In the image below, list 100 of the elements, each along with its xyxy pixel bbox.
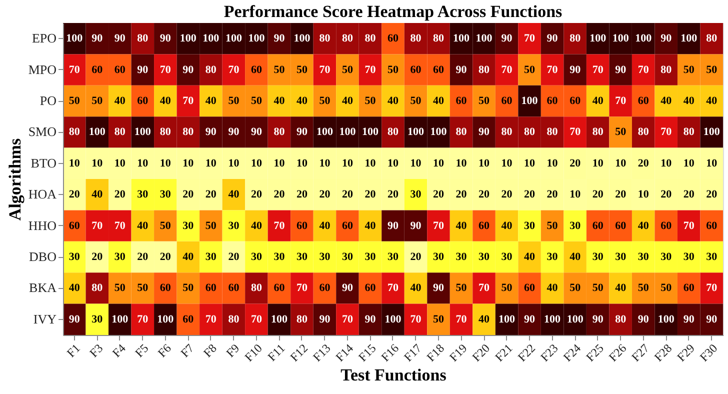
data-label: 50 (250, 95, 262, 107)
data-label: 40 (546, 282, 558, 294)
data-label: 80 (364, 32, 376, 45)
data-label: 100 (635, 32, 652, 45)
data-label: 10 (250, 157, 262, 170)
data-label: 30 (478, 251, 490, 263)
data-label: 90 (456, 64, 468, 76)
data-label: 80 (250, 282, 262, 294)
data-label: 50 (615, 126, 627, 138)
data-label: 50 (296, 64, 308, 76)
data-label: 20 (364, 188, 376, 201)
data-label: 10 (319, 157, 331, 170)
data-label: 90 (364, 313, 376, 326)
data-label: 80 (296, 313, 308, 326)
data-label: 30 (615, 251, 627, 263)
data-label: 80 (92, 282, 104, 294)
x-tick-label: F14 (332, 341, 356, 364)
data-label: 10 (706, 157, 718, 170)
data-label: 70 (319, 64, 331, 76)
data-label: 30 (250, 251, 262, 263)
data-label: 40 (456, 220, 468, 232)
data-label: 10 (228, 157, 240, 170)
x-tick-label: F24 (560, 341, 584, 364)
data-label: 100 (362, 126, 379, 138)
data-label: 60 (706, 220, 718, 232)
x-tick-label: F26 (606, 341, 630, 364)
data-label: 70 (364, 64, 376, 76)
data-label: 30 (205, 251, 217, 263)
data-label: 50 (592, 282, 604, 294)
data-label: 20 (706, 188, 718, 201)
data-label: 90 (501, 32, 513, 45)
data-label: 60 (342, 220, 354, 232)
data-label: 100 (453, 32, 470, 45)
x-tick-label: F27 (628, 341, 652, 364)
x-tick-label: F12 (287, 341, 310, 364)
data-label: 80 (456, 126, 468, 138)
data-label: 30 (524, 220, 536, 232)
x-axis-title: Test Functions (340, 365, 447, 384)
x-tick-label: F30 (696, 341, 720, 364)
data-label: 40 (364, 220, 376, 232)
x-tick-label: F11 (264, 341, 288, 364)
data-label: 80 (501, 126, 513, 138)
data-label: 60 (410, 64, 422, 76)
data-label: 70 (137, 313, 149, 326)
data-label: 60 (68, 220, 80, 232)
data-label: 40 (160, 95, 172, 107)
data-label: 80 (160, 126, 172, 138)
data-label: 70 (250, 313, 262, 326)
data-label: 100 (430, 126, 448, 138)
data-label: 20 (114, 188, 126, 201)
data-label: 40 (92, 188, 104, 201)
data-label: 60 (570, 95, 582, 107)
data-label: 70 (660, 126, 672, 138)
data-label: 10 (570, 188, 582, 201)
data-label: 60 (660, 220, 672, 232)
data-label: 50 (638, 282, 650, 294)
data-label: 70 (638, 64, 650, 76)
data-label: 100 (316, 126, 334, 138)
data-label: 70 (524, 32, 536, 45)
y-tick-label: BTO (30, 155, 56, 170)
data-label: 70 (456, 313, 468, 326)
data-label: 80 (410, 32, 422, 45)
data-label: 40 (592, 95, 604, 107)
data-label: 100 (590, 32, 607, 45)
data-label: 40 (319, 220, 331, 232)
data-label: 20 (546, 188, 558, 201)
data-label: 80 (638, 126, 650, 138)
y-tick-label: SMO (28, 124, 56, 140)
data-label: 40 (137, 220, 149, 232)
data-label: 20 (228, 251, 240, 263)
data-label: 50 (706, 64, 718, 76)
data-label: 20 (638, 157, 650, 170)
data-label: 70 (501, 64, 513, 76)
data-label: 80 (205, 64, 217, 76)
data-label: 50 (137, 282, 149, 294)
data-label: 30 (592, 251, 604, 263)
data-label: 40 (114, 95, 126, 107)
data-label: 60 (592, 220, 604, 232)
data-label: 50 (388, 64, 399, 76)
data-label: 90 (683, 313, 695, 326)
data-label: 100 (703, 126, 720, 138)
data-label: 30 (114, 251, 126, 263)
data-label: 60 (546, 95, 558, 107)
data-label: 60 (114, 64, 126, 76)
data-label: 30 (410, 188, 422, 201)
x-tick-label: F15 (356, 341, 379, 364)
data-label: 20 (250, 188, 262, 201)
data-label: 20 (92, 251, 104, 263)
data-label: 30 (388, 251, 399, 263)
data-label: 60 (524, 282, 536, 294)
data-label: 40 (638, 220, 650, 232)
data-label: 70 (274, 220, 286, 232)
x-tick-label: F29 (674, 341, 698, 364)
x-tick-label: F4 (110, 341, 128, 360)
data-label: 70 (92, 220, 104, 232)
data-label: 50 (319, 95, 331, 107)
data-label: 50 (524, 64, 536, 76)
data-label: 50 (68, 95, 80, 107)
data-label: 70 (546, 64, 558, 76)
data-label: 90 (250, 126, 262, 138)
